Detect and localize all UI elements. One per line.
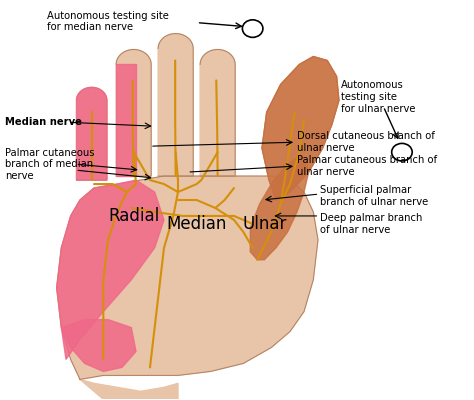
Polygon shape xyxy=(116,64,136,176)
Polygon shape xyxy=(200,50,235,176)
Polygon shape xyxy=(76,88,107,180)
Polygon shape xyxy=(262,56,339,200)
Polygon shape xyxy=(262,56,339,200)
Text: Ulnar: Ulnar xyxy=(242,215,286,233)
Circle shape xyxy=(392,143,412,161)
Polygon shape xyxy=(250,156,309,260)
Text: Median nerve: Median nerve xyxy=(5,117,82,127)
Text: Palmar cutaneous branch of
ulnar nerve: Palmar cutaneous branch of ulnar nerve xyxy=(297,155,437,177)
Polygon shape xyxy=(61,320,136,372)
Circle shape xyxy=(242,20,263,37)
Polygon shape xyxy=(76,88,107,180)
Text: Dorsal cutaneous branch of
ulnar nerve: Dorsal cutaneous branch of ulnar nerve xyxy=(297,132,435,153)
Polygon shape xyxy=(80,379,178,399)
Text: Median: Median xyxy=(166,215,227,233)
Polygon shape xyxy=(116,50,151,176)
Polygon shape xyxy=(158,34,193,176)
Polygon shape xyxy=(57,180,164,360)
Text: Superficial palmar
branch of ulnar nerve: Superficial palmar branch of ulnar nerve xyxy=(320,185,428,207)
Text: Autonomous
testing site
for ulnar nerve: Autonomous testing site for ulnar nerve xyxy=(341,80,416,114)
Text: Deep palmar branch
of ulnar nerve: Deep palmar branch of ulnar nerve xyxy=(320,213,423,235)
Polygon shape xyxy=(57,176,318,379)
Text: Radial: Radial xyxy=(108,207,159,225)
Text: Autonomous testing site
for median nerve: Autonomous testing site for median nerve xyxy=(47,11,169,32)
Text: Palmar cutaneous
branch of median
nerve: Palmar cutaneous branch of median nerve xyxy=(5,148,95,181)
